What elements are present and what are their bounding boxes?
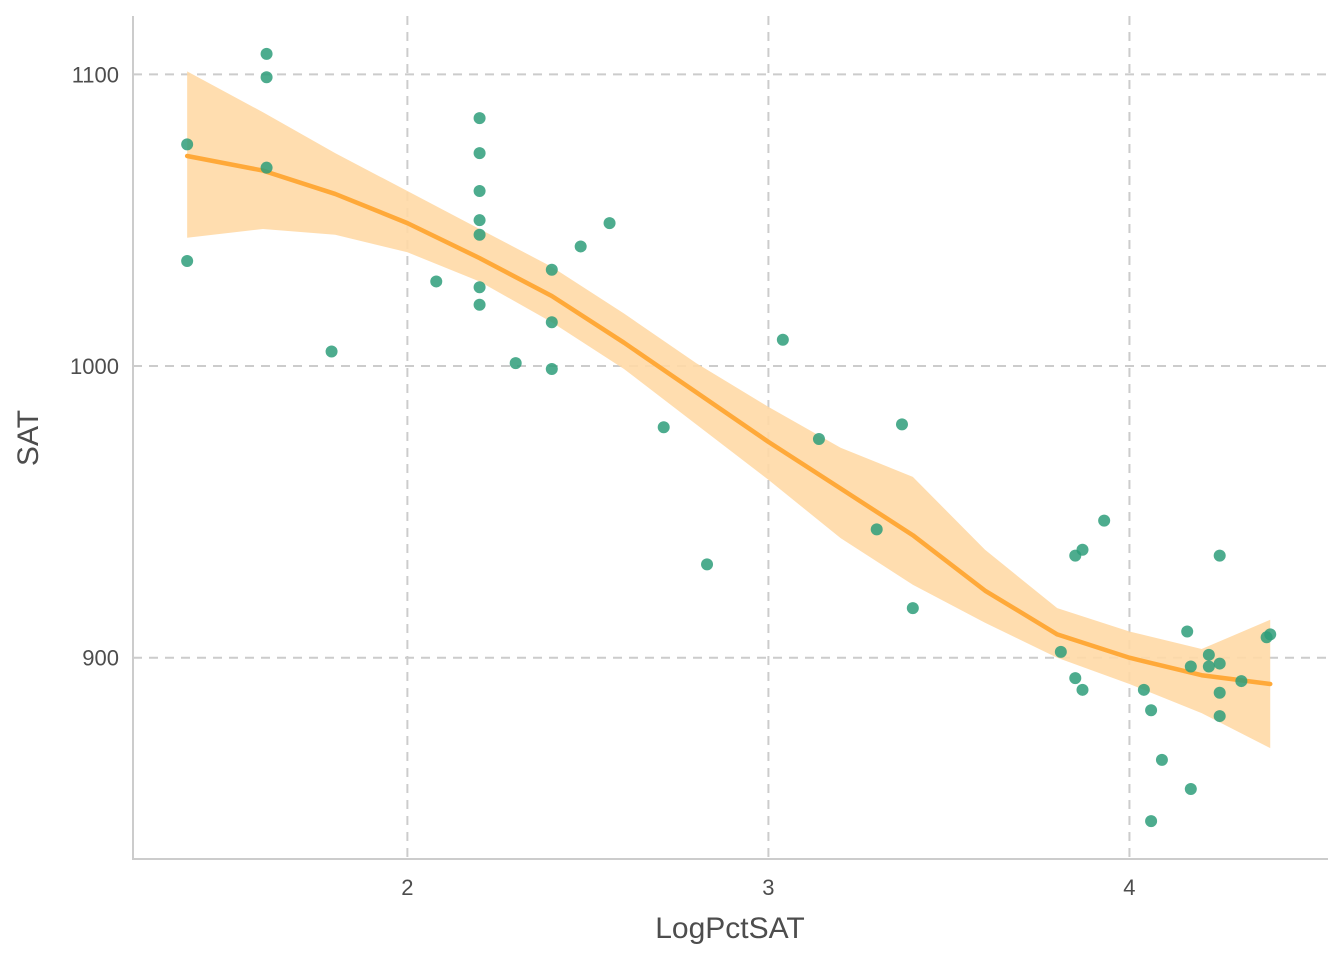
data-point <box>870 523 883 536</box>
data-point <box>906 602 919 615</box>
data-point <box>1184 782 1197 795</box>
data-point <box>1145 815 1158 828</box>
tick-labels: 900 1000 1100 2 3 4 <box>70 62 1136 900</box>
data-point <box>1202 648 1215 661</box>
data-point <box>603 217 616 230</box>
data-point <box>1181 625 1194 638</box>
confidence-ribbon-group <box>187 71 1271 749</box>
data-point <box>1155 753 1168 766</box>
data-point <box>545 263 558 276</box>
data-point <box>1145 704 1158 717</box>
x-axis-title: LogPctSAT <box>655 912 805 945</box>
data-point <box>701 558 714 571</box>
smooth-line-group <box>184 153 1273 687</box>
data-point <box>260 71 273 84</box>
data-point <box>473 228 486 241</box>
data-point <box>260 47 273 60</box>
y-axis-title: SAT <box>12 410 45 466</box>
data-point <box>545 362 558 375</box>
data-point <box>1137 683 1150 696</box>
data-point <box>1054 645 1067 658</box>
data-point <box>545 316 558 329</box>
data-point <box>1076 683 1089 696</box>
data-point <box>1213 710 1226 723</box>
data-point <box>1235 675 1248 688</box>
data-point <box>181 255 194 268</box>
data-point <box>1264 628 1277 641</box>
data-point <box>1098 514 1111 527</box>
data-point <box>181 138 194 151</box>
data-point <box>430 275 443 288</box>
data-point <box>776 333 789 346</box>
data-point <box>473 281 486 294</box>
data-point <box>1184 660 1197 673</box>
confidence-ribbon <box>187 71 1271 749</box>
data-point <box>473 185 486 198</box>
x-tick-label: 4 <box>1123 875 1135 900</box>
data-point <box>812 432 825 445</box>
x-tick-label: 2 <box>401 875 413 900</box>
data-points <box>181 47 1277 828</box>
data-point <box>473 147 486 160</box>
data-point <box>1213 657 1226 670</box>
axes <box>132 16 1328 860</box>
data-point <box>473 298 486 311</box>
data-point <box>1202 660 1215 673</box>
data-point <box>1069 672 1082 685</box>
data-point <box>1213 686 1226 699</box>
data-point <box>1076 543 1089 556</box>
data-point <box>574 240 587 253</box>
data-point <box>260 161 273 174</box>
data-point <box>473 214 486 227</box>
data-point <box>509 357 522 370</box>
smooth-line <box>184 153 1273 687</box>
data-point <box>895 418 908 431</box>
y-tick-label: 1100 <box>72 62 119 87</box>
data-point <box>657 421 670 434</box>
data-point <box>473 112 486 125</box>
y-tick-label: 1000 <box>70 354 119 379</box>
x-tick-label: 3 <box>762 875 774 900</box>
y-tick-label: 900 <box>82 646 119 671</box>
data-point <box>1213 549 1226 562</box>
data-point <box>325 345 338 358</box>
